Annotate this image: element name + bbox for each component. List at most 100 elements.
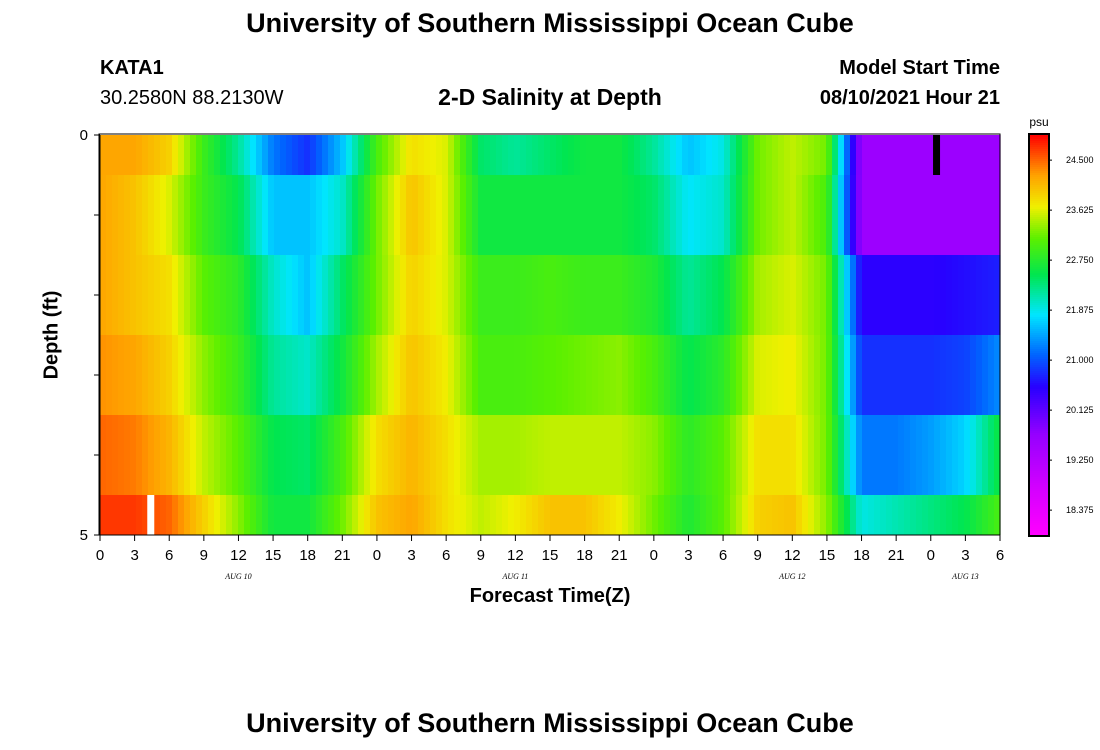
heatmap-cell [418,495,425,535]
heatmap-cell [304,255,311,335]
heatmap-cell [400,495,407,535]
heatmap-cell [844,335,851,415]
heatmap-cell [688,415,695,495]
colorbar-cell [1030,517,1048,520]
heatmap-mark [933,135,941,175]
heatmap-cell [796,175,803,255]
heatmap-cell [712,255,719,335]
heatmap-cell [184,135,191,175]
heatmap-cell [772,175,779,255]
heatmap-cell [268,335,275,415]
heatmap-cell [172,335,179,415]
heatmap-cell [352,255,359,335]
heatmap-cell [724,495,731,535]
heatmap-cell [982,255,989,335]
colorbar-cell [1030,449,1048,452]
heatmap-cell [358,135,365,175]
heatmap-cell [850,135,857,175]
x-date-label: AUG 10 [224,572,251,581]
heatmap-cell [478,255,485,335]
heatmap-cell [928,335,935,415]
colorbar-cell [1030,457,1048,460]
heatmap-cell [202,495,209,535]
heatmap-cell [994,335,1001,415]
colorbar-cell [1030,499,1048,502]
heatmap-cell [262,335,269,415]
heatmap-cell [580,335,587,415]
heatmap-cell [646,335,653,415]
heatmap-cell [598,175,605,255]
heatmap-cell [226,335,233,415]
heatmap-cell [742,255,749,335]
heatmap-cell [514,495,521,535]
colorbar-cell [1030,165,1048,168]
heatmap-cell [352,495,359,535]
heatmap-cell [538,135,545,175]
heatmap-cell [226,135,233,175]
heatmap-cell [310,415,317,495]
heatmap-cell [304,175,311,255]
heatmap-cell [202,255,209,335]
heatmap-cell [448,415,455,495]
chart-title: University of Southern Mississippi Ocean… [246,8,854,38]
heatmap-cell [484,415,491,495]
heatmap-cell [580,495,587,535]
heatmap-cell [304,335,311,415]
heatmap-cell [358,335,365,415]
colorbar-cell [1030,395,1048,398]
heatmap-cell [622,495,629,535]
heatmap-cell [484,335,491,415]
heatmap-cell [994,175,1001,255]
heatmap-cell [406,135,413,175]
heatmap-cell [856,495,863,535]
heatmap-cell [190,135,197,175]
heatmap-cell [628,135,635,175]
y-axis-label: Depth (ft) [40,290,63,380]
heatmap-cell [976,135,983,175]
heatmap-cell [676,135,683,175]
heatmap-cell [682,495,689,535]
colorbar-cell [1030,529,1048,532]
heatmap-cell [328,415,335,495]
heatmap-cell [730,335,737,415]
heatmap-cell [958,175,965,255]
colorbar-cell [1030,513,1048,516]
heatmap-cell [898,135,905,175]
x-tick-label: 18 [576,547,593,564]
heatmap-cell [586,495,593,535]
x-tick-label: 0 [373,547,381,564]
heatmap-cell [508,255,515,335]
colorbar-cell [1030,475,1048,478]
colorbar-cell [1030,435,1048,438]
heatmap-cell [988,135,995,175]
heatmap-cell [388,255,395,335]
heatmap-cell [940,495,947,535]
heatmap-cell [646,415,653,495]
colorbar-cell [1030,181,1048,184]
heatmap-cell [256,495,263,535]
heatmap-cell [148,335,155,415]
heatmap-cell [238,175,245,255]
heatmap-cell [556,135,563,175]
heatmap-cell [142,335,149,415]
heatmap-cell [628,495,635,535]
colorbar-cell [1030,309,1048,312]
colorbar-cell [1030,399,1048,402]
heatmap-cell [346,175,353,255]
colorbar-cell [1030,195,1048,198]
heatmap-cell [784,495,791,535]
heatmap-cell [676,495,683,535]
heatmap-cell [112,135,119,175]
colorbar-cell [1030,487,1048,490]
heatmap-cell [874,335,881,415]
heatmap-cell [454,335,461,415]
colorbar-tick-label: 23.625 [1066,205,1094,215]
heatmap-cell [322,335,329,415]
heatmap-cell [568,335,575,415]
heatmap-cell [172,415,179,495]
heatmap-cell [436,135,443,175]
heatmap-cell [574,415,581,495]
heatmap-cell [106,255,113,335]
colorbar-cell [1030,341,1048,344]
heatmap-cell [700,335,707,415]
